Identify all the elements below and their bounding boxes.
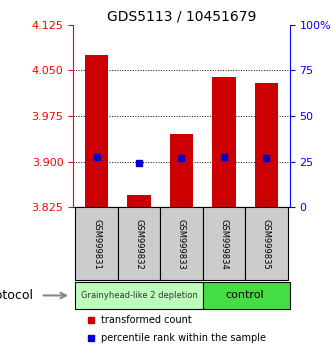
Text: GSM999833: GSM999833 <box>177 218 186 269</box>
Text: GSM999832: GSM999832 <box>135 218 144 269</box>
Bar <box>245 207 288 280</box>
Text: percentile rank within the sample: percentile rank within the sample <box>102 333 266 343</box>
Text: control: control <box>226 290 264 301</box>
Bar <box>212 76 236 207</box>
Text: transformed count: transformed count <box>102 314 192 325</box>
Bar <box>118 207 160 280</box>
Text: GSM999834: GSM999834 <box>219 218 228 269</box>
Text: Grainyhead-like 2 depletion: Grainyhead-like 2 depletion <box>81 291 197 300</box>
Bar <box>75 207 118 280</box>
Text: protocol: protocol <box>0 289 34 302</box>
Text: GSM999835: GSM999835 <box>262 218 271 269</box>
Text: GSM999831: GSM999831 <box>92 218 101 269</box>
Bar <box>255 82 278 207</box>
Bar <box>75 282 203 309</box>
Bar <box>160 207 203 280</box>
Bar <box>203 282 290 309</box>
Title: GDS5113 / 10451679: GDS5113 / 10451679 <box>107 10 256 24</box>
Bar <box>127 195 151 207</box>
Bar <box>85 55 108 207</box>
Bar <box>203 207 245 280</box>
Bar <box>170 135 193 207</box>
